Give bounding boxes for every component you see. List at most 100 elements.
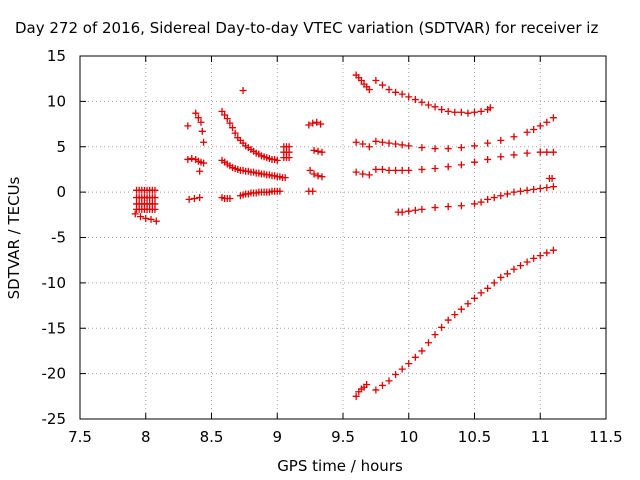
- x-tick-label: 11: [531, 428, 550, 446]
- series-arc-8.6-low: [218, 187, 284, 202]
- data-point: [477, 198, 485, 206]
- x-tick-label: 8.5: [200, 428, 224, 446]
- series-arc-8.3-extra: [196, 127, 208, 175]
- y-tick-label: 15: [47, 47, 66, 65]
- data-point: [192, 109, 200, 117]
- data-point: [530, 126, 538, 134]
- data-point: [198, 127, 206, 135]
- data-point: [190, 194, 198, 202]
- data-point: [188, 155, 196, 163]
- data-point: [313, 118, 321, 126]
- data-point: [523, 186, 531, 194]
- data-point: [314, 147, 322, 155]
- data-point: [185, 195, 193, 203]
- data-point: [549, 114, 557, 122]
- data-point: [536, 122, 544, 130]
- x-tick-label: 9: [272, 428, 282, 446]
- data-point: [497, 136, 505, 144]
- series-arc-top: [352, 71, 494, 117]
- y-tick-label: -10: [42, 274, 67, 292]
- data-point: [392, 140, 400, 148]
- data-point: [431, 145, 439, 153]
- data-point: [444, 203, 452, 211]
- data-point: [549, 183, 557, 191]
- data-point: [471, 142, 478, 150]
- x-tick-label: 10.5: [458, 428, 491, 446]
- data-point: [196, 167, 204, 175]
- series-arc-9.25: [305, 118, 325, 129]
- data-point: [523, 149, 531, 157]
- data-point: [273, 156, 281, 164]
- data-point: [352, 168, 360, 176]
- x-tick-label: 9.5: [331, 428, 355, 446]
- data-point: [523, 258, 531, 266]
- data-point: [457, 108, 465, 116]
- data-point: [359, 140, 367, 148]
- data-point: [548, 175, 556, 183]
- y-tick-label: -25: [42, 410, 67, 428]
- data-point: [497, 273, 505, 281]
- data-point: [385, 377, 393, 385]
- series-arc-5: [352, 114, 557, 153]
- data-point: [226, 194, 234, 202]
- data-point: [411, 353, 419, 361]
- data-point: [536, 252, 544, 260]
- data-point: [438, 106, 446, 114]
- series-arc-9.25-low: [306, 166, 326, 181]
- series-arc-8.6-mid: [218, 156, 289, 182]
- series-arc-0: [394, 175, 557, 216]
- data-point: [197, 118, 205, 126]
- data-point: [424, 101, 432, 109]
- data-point: [136, 213, 144, 221]
- data-point: [318, 173, 326, 181]
- data-point: [418, 144, 426, 152]
- data-point: [438, 323, 446, 331]
- data-point: [477, 289, 485, 297]
- data-point: [398, 166, 406, 174]
- data-point: [490, 279, 498, 287]
- chart-title: Day 272 of 2016, Sidereal Day-to-day VTE…: [15, 19, 598, 37]
- grid-lines: [80, 56, 606, 419]
- data-point: [310, 170, 318, 178]
- data-point: [398, 208, 406, 216]
- data-point: [471, 108, 478, 116]
- tick-labels: 7.5 8 8.5 9 9.5 10 10.5 11 11.5 15 10 5 0 -5 -10 -15 -20…: [42, 47, 623, 446]
- data-point: [431, 165, 439, 173]
- data-point: [431, 204, 439, 212]
- series-arc-8.6-top: [218, 107, 281, 164]
- data-point: [471, 200, 478, 208]
- data-point: [392, 371, 400, 379]
- data-point: [444, 163, 452, 171]
- data-point: [444, 316, 452, 324]
- data-point: [310, 146, 318, 154]
- data-point: [444, 107, 452, 115]
- data-point: [484, 284, 492, 292]
- data-point: [457, 144, 465, 152]
- data-point: [365, 143, 373, 151]
- series-arc-9.25-zero: [305, 187, 317, 195]
- data-point: [314, 172, 322, 180]
- data-point: [549, 148, 557, 156]
- data-point: [398, 90, 406, 98]
- data-point: [352, 138, 360, 146]
- y-tick-label: 5: [56, 138, 66, 156]
- data-point: [457, 305, 465, 313]
- x-tick-label: 7.5: [68, 428, 92, 446]
- data-point: [510, 265, 518, 273]
- data-point: [517, 187, 525, 195]
- data-point: [392, 88, 400, 96]
- data-point: [484, 139, 492, 147]
- x-tick-label: 10: [399, 428, 418, 446]
- data-point: [490, 194, 498, 202]
- data-point: [285, 154, 293, 162]
- data-point: [543, 118, 551, 126]
- data-point: [184, 122, 192, 130]
- data-point: [352, 392, 360, 400]
- data-point: [543, 249, 551, 257]
- series-block-7.95-8.05: [133, 186, 159, 213]
- series-arc-8.3-top: [184, 109, 205, 130]
- data-point: [431, 103, 439, 111]
- data-point: [385, 139, 393, 147]
- y-tick-label: -5: [51, 229, 66, 247]
